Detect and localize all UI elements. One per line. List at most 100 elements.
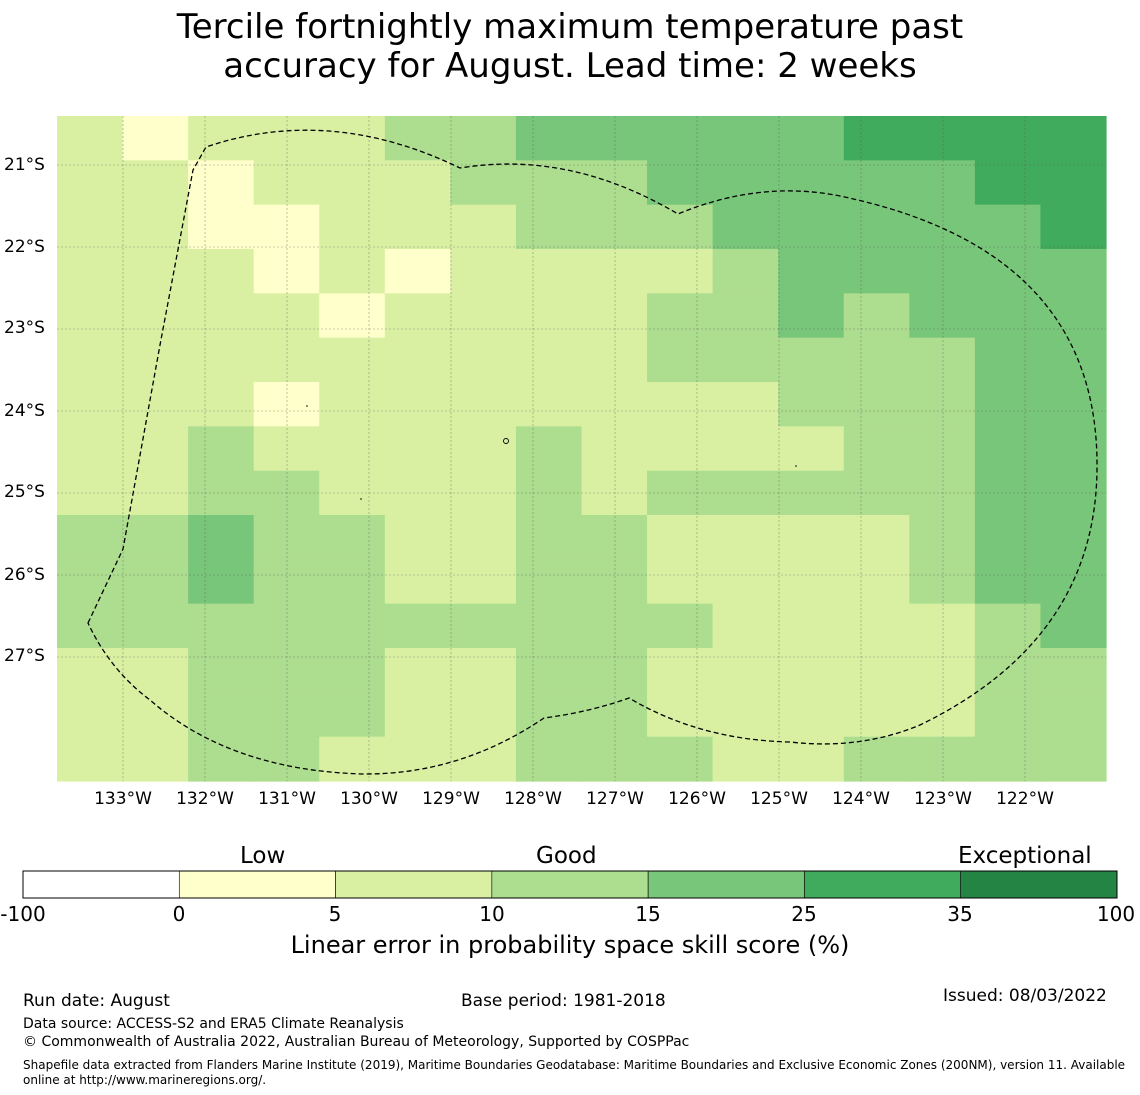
skill-cell (122, 160, 189, 206)
skill-cell (515, 736, 583, 782)
skill-cell (712, 382, 779, 427)
colorbar-tick: -100 (0, 902, 46, 926)
colorbar-segment (22, 870, 180, 899)
skill-cell (253, 160, 320, 206)
skill-cell (778, 249, 845, 294)
skill-cell (712, 249, 779, 294)
colorbar-tick: 10 (479, 902, 505, 926)
skill-cell (647, 249, 714, 294)
skill-cell (974, 426, 1042, 472)
skill-cell (57, 382, 124, 427)
skill-cell (647, 337, 714, 383)
skill-cell (450, 426, 517, 472)
skill-cell (843, 293, 910, 339)
run-date: Run date: August (23, 991, 170, 1011)
skill-cell (1040, 382, 1107, 427)
skill-cell (581, 293, 648, 339)
skill-cell (778, 382, 845, 427)
skill-cell (647, 204, 714, 250)
skill-cell (712, 603, 779, 649)
skill-cell (1040, 204, 1107, 250)
skill-cell (188, 692, 255, 738)
skill-cell (515, 426, 583, 472)
skill-cell (384, 515, 451, 560)
lon-label: 124°W (832, 789, 890, 809)
skill-cell (384, 736, 451, 782)
skill-cell (319, 160, 386, 206)
lon-label: 132°W (176, 789, 234, 809)
island-marker (306, 405, 308, 407)
skill-cell (712, 337, 779, 383)
skill-cell (1040, 648, 1107, 693)
map-title-line-2: accuracy for August. Lead time: 2 weeks (223, 46, 917, 86)
skill-cell (581, 559, 648, 605)
colorbar-segment (491, 870, 649, 899)
skill-cell (909, 559, 976, 605)
skill-cell (188, 736, 255, 782)
skill-cell (909, 116, 976, 161)
skill-cell (57, 293, 124, 339)
skill-cell (122, 337, 189, 383)
skill-cell (188, 204, 255, 250)
skill-cell (778, 648, 845, 693)
shapefile-credit: Shapefile data extracted from Flanders M… (23, 1058, 1126, 1087)
skill-cell (778, 559, 845, 605)
skill-cell (450, 692, 517, 738)
skill-cell (384, 559, 451, 605)
skill-cell (581, 648, 648, 693)
skill-cell (843, 426, 910, 472)
skill-cell (319, 426, 386, 472)
skill-cell (319, 249, 386, 294)
lon-label: 125°W (750, 789, 808, 809)
skill-cell (319, 116, 386, 161)
skill-cell (974, 337, 1042, 383)
colorbar-segment (335, 870, 493, 899)
colorbar-category-low: Low (240, 843, 286, 869)
skill-cell (909, 204, 976, 250)
skill-cell (581, 603, 648, 649)
skill-cell (843, 515, 910, 560)
skill-cell (712, 736, 779, 782)
skill-cell (515, 204, 583, 250)
skill-cell (188, 337, 255, 383)
skill-cell (188, 603, 255, 649)
skill-cell (253, 692, 320, 738)
skill-cell (1040, 116, 1107, 161)
skill-cell (712, 515, 779, 560)
skill-cell (515, 160, 583, 206)
lat-label: 23°S (4, 318, 45, 338)
skill-cell (253, 736, 320, 782)
skill-cell (581, 382, 648, 427)
skill-cell (712, 160, 779, 206)
skill-score-map (57, 116, 1107, 782)
skill-cell (843, 337, 910, 383)
skill-cell (515, 337, 583, 383)
skill-cell (581, 337, 648, 383)
skill-cell (1040, 249, 1107, 294)
skill-cell (712, 692, 779, 738)
skill-cell (843, 692, 910, 738)
skill-cell (122, 559, 189, 605)
skill-cell (909, 293, 976, 339)
skill-cell (57, 515, 124, 560)
skill-cell (57, 692, 124, 738)
skill-cell (909, 515, 976, 560)
skill-cell (253, 204, 320, 250)
skill-cell (253, 249, 320, 294)
skill-cell (450, 249, 517, 294)
skill-cell (450, 736, 517, 782)
skill-cell (974, 204, 1042, 250)
skill-cell (450, 515, 517, 560)
skill-cell (122, 648, 189, 693)
skill-cell (450, 293, 517, 339)
skill-cell (57, 160, 124, 206)
skill-cell (974, 648, 1042, 693)
skill-cell (122, 692, 189, 738)
skill-cell (843, 559, 910, 605)
colorbar-category-good: Good (536, 843, 597, 869)
lon-label: 123°W (914, 789, 972, 809)
skill-cell (647, 160, 714, 206)
lon-label: 130°W (340, 789, 398, 809)
skill-cell (57, 559, 124, 605)
skill-cell (515, 648, 583, 693)
